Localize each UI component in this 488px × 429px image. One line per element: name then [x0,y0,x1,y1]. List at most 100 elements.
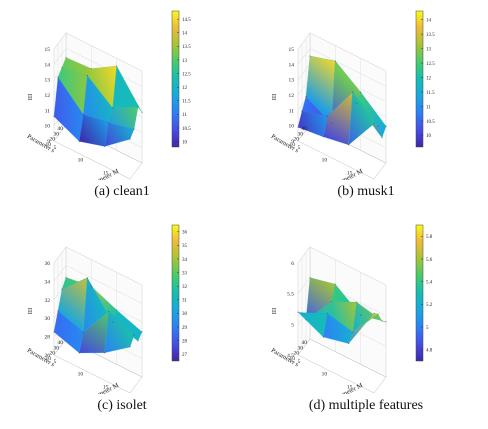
x-tick-label-d-1: 10 [322,372,328,378]
data-point-a-3-2 [137,106,139,108]
x-tick-label-c-1: 10 [78,372,84,378]
z-axis-title-a: III [27,94,34,101]
z-tick-label-b-1: 10 [289,124,295,130]
data-point-d-1-2 [330,301,332,303]
data-point-b-2-0 [348,144,350,146]
data-point-d-3-0 [373,312,375,314]
x-tick-label-c-2: 15 [103,384,109,390]
z-tick-label-c-0: 26 [45,353,51,359]
data-point-d-0-1 [301,312,303,314]
subplot-c: 262830323436510152010203040Parameter MPa… [0,214,244,428]
data-point-a-1-0 [78,140,80,142]
data-point-c-3-3 [141,331,143,333]
subplot-d: 4.555.56510152010203040Parameter MParame… [244,214,488,428]
z-tick-label-c-3: 32 [45,298,51,304]
z-tick-label-c-5: 36 [45,261,51,267]
z-tick-label-d-0: 4.5 [287,353,294,359]
z-tick-label-d-1: 5 [291,322,294,328]
data-point-d-0-2 [305,319,307,321]
data-point-b-3-3 [385,125,387,127]
x-tick-label-b-1: 10 [322,158,328,164]
data-point-d-2-2 [356,301,358,303]
colorbar-tick-label-c-2: 29 [182,326,188,331]
data-point-c-1-0 [78,352,80,354]
data-point-b-0-2 [305,96,307,98]
colorbar-tick-label-d-0: 4.8 [426,348,433,353]
colorbar-tick-label-c-4: 31 [182,299,188,304]
colorbar-tick-label-b-6: 13 [426,47,432,52]
surface-plot-d: 4.555.56510152010203040Parameter MParame… [270,224,433,394]
surface-plot-a: 9101112131415510152010203040Parameter MP… [26,10,191,180]
floor-a [53,124,143,180]
data-point-b-3-0 [373,123,375,125]
colorbar-tick-label-c-8: 35 [182,244,188,249]
z-tick-label-b-5: 14 [289,62,295,68]
data-point-b-0-3 [309,55,311,57]
colorbar-tick-label-b-0: 10 [426,134,432,139]
data-point-c-0-0 [53,331,55,333]
caption-d: (d) multiple features [308,398,424,413]
z-tick-label-a-3: 12 [45,93,51,99]
data-point-c-2-0 [104,352,106,354]
colorbar-tick-label-a-0: 10 [182,140,188,145]
data-point-c-3-2 [137,340,139,342]
colorbar-tick-label-a-5: 12.5 [182,72,191,77]
data-point-c-0-3 [65,276,67,278]
z-tick-label-b-2: 11 [289,108,295,114]
y-tick-label-d-2: 30 [298,345,304,351]
colorbar-tick-label-c-6: 33 [182,271,188,276]
colorbar-tick-label-b-8: 14 [426,18,432,23]
data-point-c-1-3 [90,285,92,287]
colorbar-tick-label-b-5: 12.5 [426,62,435,67]
y-tick-label-c-0: 10 [46,356,52,362]
colorbar-d [415,224,424,362]
y-tick-label-b-1: 20 [294,137,300,143]
data-point-d-0-0 [297,311,299,313]
colorbar-tick-label-d-2: 5.2 [426,303,433,308]
data-point-d-1-3 [334,283,336,285]
colorbar-tick-label-c-9: 36 [182,231,188,236]
x-tick-label-c-0: 5 [54,359,57,365]
y-tick-label-a-0: 10 [46,142,52,148]
data-point-a-2-1 [108,122,110,124]
z-tick-label-a-4: 13 [45,78,51,84]
floor-c [53,338,143,394]
data-point-c-3-0 [129,346,131,348]
data-point-c-2-2 [112,321,114,323]
z-tick-label-d-2: 5.5 [287,292,294,298]
x-tick-label-d-2: 15 [347,384,353,390]
x-tick-label-a-0: 5 [54,145,57,151]
caption-b: (b) musk1 [337,184,395,199]
colorbar-b [415,10,424,148]
data-point-a-2-0 [104,145,106,147]
z-tick-label-a-2: 11 [45,108,51,114]
data-point-a-3-3 [141,111,143,113]
caption-a: (a) clean1 [94,184,150,199]
data-point-a-0-2 [61,66,63,69]
data-point-d-1-0 [322,336,324,338]
data-point-d-2-0 [348,342,350,345]
colorbar-tick-label-d-1: 5 [426,326,429,331]
z-tick-label-c-4: 34 [45,279,51,285]
y-tick-label-d-1: 20 [294,351,300,357]
y-tick-label-b-3: 40 [302,126,308,132]
z-tick-label-b-3: 12 [289,93,295,99]
data-point-a-0-3 [65,56,67,59]
data-point-d-2-1 [352,331,354,333]
z-axis-title-d: III [271,308,278,315]
colorbar-tick-label-d-5: 5.8 [426,235,433,240]
data-point-a-2-3 [116,65,118,67]
y-tick-label-a-1: 20 [50,137,56,143]
surface-plot-b: 9101112131415510152010203040Parameter MP… [270,10,435,180]
colorbar-tick-label-a-4: 12 [182,86,188,91]
colorbar-c [171,224,180,362]
colorbar-tick-label-c-7: 34 [182,258,188,263]
colorbar-tick-label-a-9: 14.5 [182,18,191,23]
x-tick-label-b-2: 15 [347,170,353,176]
y-tick-label-a-3: 40 [58,126,64,132]
colorbar-tick-label-a-8: 14 [182,32,188,37]
z-tick-label-c-2: 30 [45,316,51,322]
z-tick-label-b-0: 9 [291,139,294,145]
y-tick-label-c-3: 40 [58,340,64,346]
colorbar-tick-label-a-1: 10.5 [182,127,191,132]
